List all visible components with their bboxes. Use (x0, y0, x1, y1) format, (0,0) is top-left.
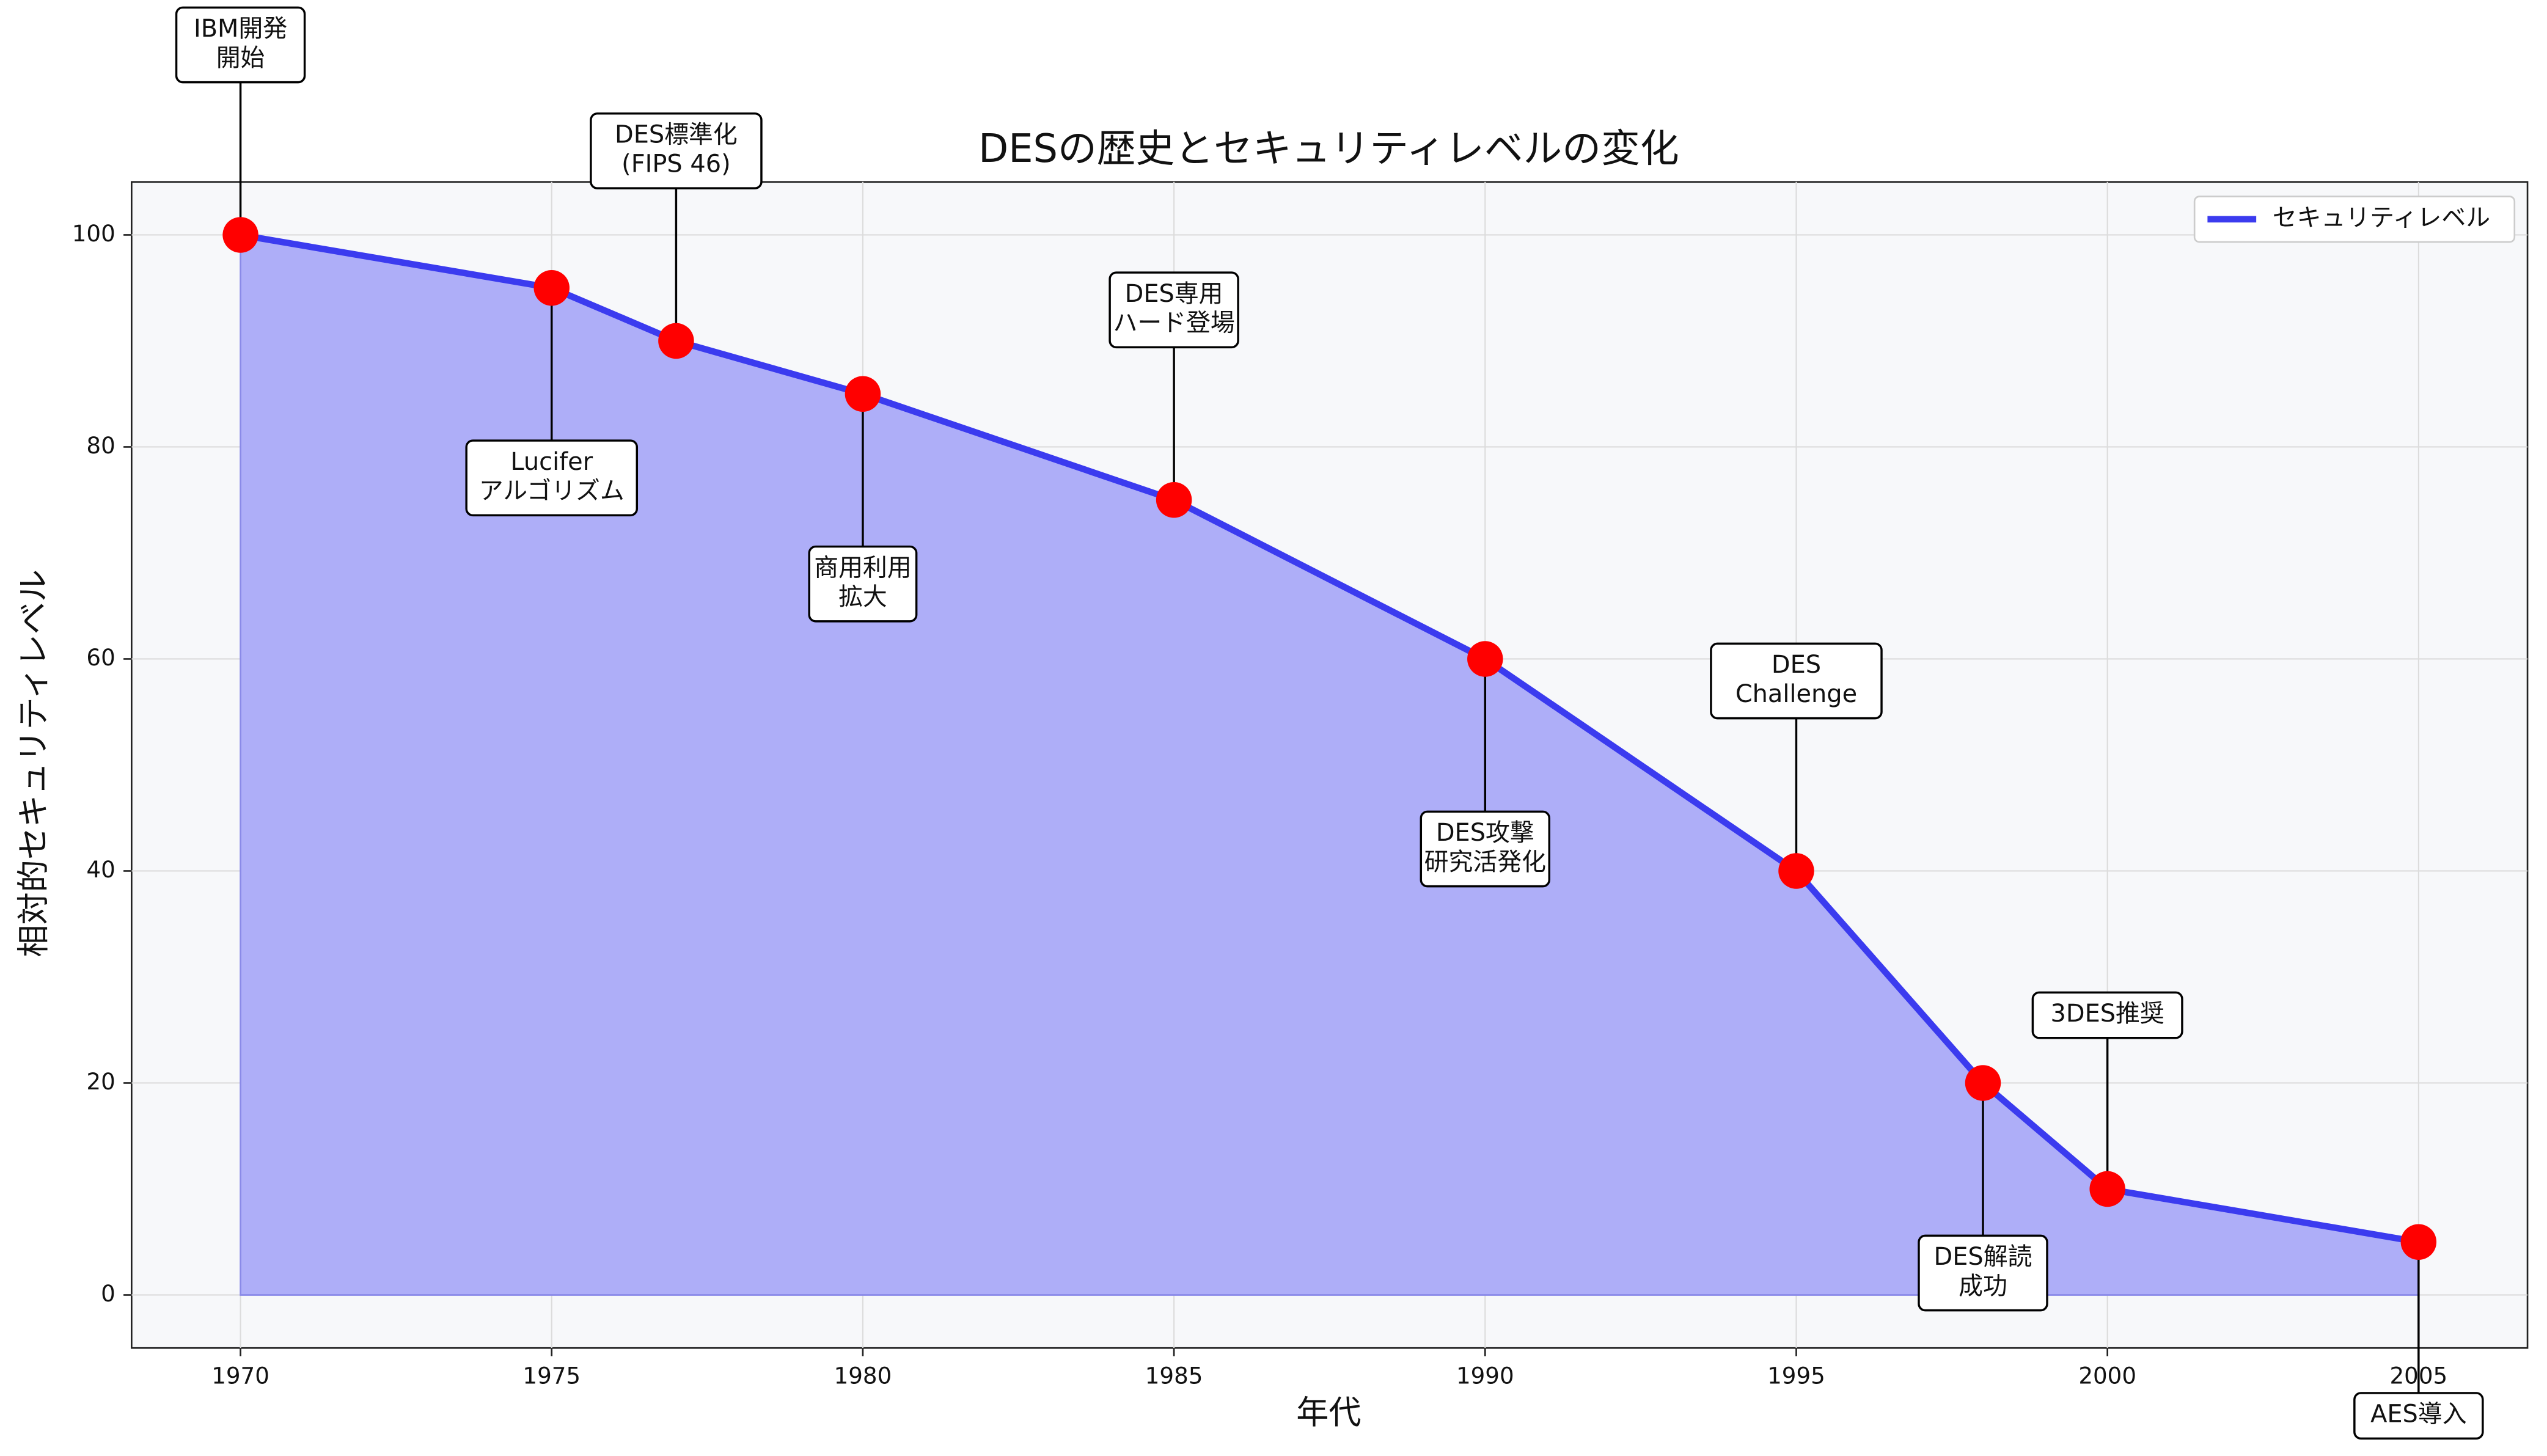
annotation-text: DES解読 (1934, 1243, 2032, 1271)
x-tick-label: 2000 (2078, 1363, 2136, 1389)
x-tick-label: 1975 (522, 1363, 581, 1389)
y-tick-label: 20 (86, 1068, 115, 1095)
legend-label: セキュリティレベル (2273, 203, 2490, 232)
marker (845, 376, 881, 412)
marker (1778, 853, 1814, 889)
annotation-text: DES専用 (1125, 280, 1223, 308)
y-tick-label: 40 (86, 856, 115, 883)
annotation-box (2353, 1392, 2484, 1440)
marker (222, 217, 258, 253)
marker (1156, 481, 1192, 518)
annotation-box (1918, 1234, 2048, 1312)
annotation-box (1109, 271, 1239, 349)
annotation-text: AES導入 (2370, 1400, 2466, 1429)
annotation-text: DES標準化 (615, 121, 738, 149)
annotation-text: DES (1772, 651, 1821, 679)
annotation-text: ハード登場 (1113, 309, 1234, 337)
annotation-text: (FIPS 46) (621, 150, 731, 178)
annotation-box (808, 545, 918, 623)
x-tick-label: 1970 (211, 1363, 269, 1389)
x-axis-label: 年代 (1296, 1394, 1361, 1432)
x-tick-label: 1980 (834, 1363, 892, 1389)
annotation-text: 3DES推奨 (2051, 1000, 2164, 1028)
legend-box (2193, 196, 2516, 243)
annotation-box (2031, 991, 2183, 1039)
annotation-text: IBM開発 (194, 15, 287, 43)
x-tick-label: 1985 (1145, 1363, 1203, 1389)
marker (658, 323, 694, 359)
y-axis-label: 相対的セキュリティレベル (15, 569, 53, 957)
annotation-text: Challenge (1735, 680, 1857, 708)
annotation-text: 研究活発化 (1424, 848, 1546, 876)
annotation-text: 開始 (216, 44, 265, 72)
annotation-text: DES攻撃 (1436, 819, 1534, 847)
annotation-box (1420, 810, 1551, 888)
annotation-box (590, 112, 763, 189)
x-tick-label: 1995 (1767, 1363, 1825, 1389)
x-tick-label: 1990 (1456, 1363, 1514, 1389)
marker (2089, 1171, 2125, 1207)
marker (533, 269, 570, 306)
annotation-text: 商用利用 (814, 554, 911, 582)
annotation-box (1710, 642, 1883, 720)
annotation-text: Lucifer (510, 448, 593, 476)
y-tick-label: 100 (72, 220, 115, 247)
y-tick-label: 0 (101, 1280, 115, 1307)
marker (1467, 641, 1503, 677)
annotation-box (175, 6, 306, 84)
annotation-text: 成功 (1959, 1272, 2007, 1300)
line (240, 232, 2419, 1245)
y-tick-label: 60 (86, 644, 115, 671)
chart-title: DESの歴史とセキュリティレベルの変化 (978, 126, 1679, 172)
y-tick-label: 80 (86, 432, 115, 459)
annotation-text: アルゴリズム (479, 477, 625, 505)
annotation-text: 拡大 (838, 583, 887, 611)
marker (1965, 1065, 2001, 1101)
marker (2400, 1224, 2437, 1260)
annotation-box (465, 439, 639, 517)
